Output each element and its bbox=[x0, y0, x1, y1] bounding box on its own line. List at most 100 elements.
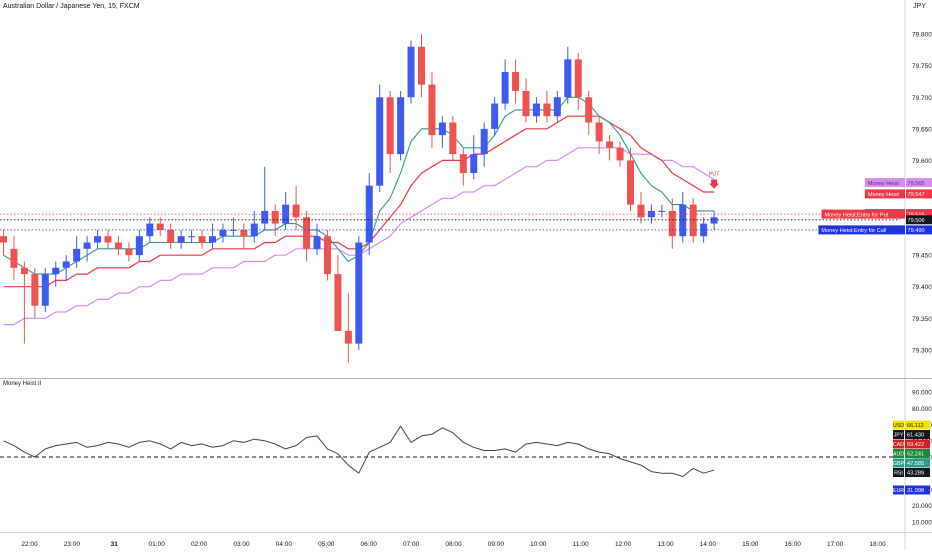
indicator-label-name: USD bbox=[893, 423, 904, 429]
time-tick-label: 17:00 bbox=[827, 541, 844, 548]
indicator-tick-label: 90.000 bbox=[912, 390, 932, 397]
candle-down bbox=[156, 223, 164, 230]
candle-down bbox=[31, 274, 39, 306]
candle-up bbox=[62, 261, 70, 268]
price-pane: PUT bbox=[0, 34, 900, 363]
indicator-label-tag bbox=[893, 485, 904, 495]
indicator-value-box bbox=[905, 485, 930, 495]
put-signal-arrow bbox=[709, 179, 720, 189]
candle-down bbox=[543, 103, 551, 117]
candle-down bbox=[616, 147, 624, 161]
price-tick-label: 79.450 bbox=[912, 253, 932, 260]
time-tick-label: 10:00 bbox=[530, 541, 547, 548]
indicator-value-label: 52.241 bbox=[907, 452, 924, 458]
candle-up bbox=[480, 128, 488, 155]
price-label-value: 79.490 bbox=[908, 228, 925, 234]
price-tag-label: Money Heist:Entry for Put bbox=[825, 212, 889, 218]
indicator-line bbox=[3, 425, 715, 477]
candle-down bbox=[522, 90, 530, 117]
time-tick-label: 09:00 bbox=[488, 541, 505, 548]
candle-down bbox=[198, 236, 206, 243]
time-tick-label: 31 bbox=[111, 541, 119, 548]
time-tick-label: 05:00 bbox=[318, 541, 335, 548]
indicator-label-name: GBP bbox=[893, 461, 905, 467]
currency-unit-label[interactable]: JPY bbox=[913, 3, 926, 10]
price-tick-label: 79.750 bbox=[912, 63, 932, 70]
candle-down bbox=[334, 274, 342, 331]
price-tick-label: 79.400 bbox=[912, 284, 932, 291]
candle-up bbox=[83, 242, 91, 249]
time-tick-label: 22:00 bbox=[21, 541, 38, 548]
indicator-value-box bbox=[905, 449, 930, 458]
indicator-tick-label: 80.000 bbox=[912, 406, 932, 413]
indicator-value-box bbox=[905, 430, 930, 439]
indicator-label-tag bbox=[893, 449, 904, 458]
price-tick-label: 79.700 bbox=[912, 95, 932, 102]
price-tick-label: 79.600 bbox=[912, 158, 932, 165]
candle-down bbox=[449, 122, 457, 155]
candle-up bbox=[407, 46, 415, 98]
price-tag-box bbox=[864, 189, 905, 199]
time-tick-label: 23:00 bbox=[64, 541, 81, 548]
candle-down bbox=[668, 210, 676, 237]
candle-down bbox=[167, 229, 175, 243]
time-tick-label: 13:00 bbox=[657, 541, 674, 548]
candle-down bbox=[344, 330, 352, 344]
candle-up bbox=[532, 103, 540, 117]
candle-down bbox=[595, 122, 603, 142]
indicator-value-box bbox=[905, 458, 930, 468]
candle-up bbox=[219, 229, 227, 237]
candle-down bbox=[303, 217, 311, 249]
candle-up bbox=[52, 267, 60, 275]
candle-down bbox=[418, 46, 425, 85]
indicator-tick-label: 20.000 bbox=[912, 503, 932, 510]
candle-down bbox=[240, 229, 248, 237]
time-tick-label: 15:00 bbox=[742, 541, 759, 548]
candle-up bbox=[355, 242, 363, 344]
indicator-value-label: 61.430 bbox=[907, 433, 924, 439]
candle-down bbox=[574, 59, 582, 98]
time-tick-label: 04:00 bbox=[276, 541, 293, 548]
price-tag-label: Money Heist bbox=[868, 192, 900, 198]
price-tag-box bbox=[818, 225, 905, 235]
candle-up bbox=[501, 72, 509, 104]
candle-up bbox=[94, 236, 102, 243]
time-tick-label: 08:00 bbox=[445, 541, 462, 548]
indicator-label-tag bbox=[893, 468, 904, 477]
price-label-box bbox=[906, 189, 932, 199]
time-tick-label: 03:00 bbox=[233, 541, 250, 548]
candle-down bbox=[292, 204, 300, 218]
candle-down bbox=[606, 141, 614, 148]
indicator-title: Money Heist II bbox=[3, 381, 42, 387]
candle-down bbox=[125, 248, 133, 256]
price-label-value: 79.547 bbox=[908, 192, 925, 198]
indicator-label-tag bbox=[893, 420, 904, 430]
candle-up bbox=[365, 185, 373, 243]
candle-down bbox=[689, 204, 697, 237]
candle-down bbox=[271, 210, 279, 224]
candle-down bbox=[627, 160, 634, 205]
candle-down bbox=[114, 242, 122, 249]
indicator-value-box bbox=[905, 420, 930, 430]
candle-down bbox=[386, 97, 394, 155]
price-label-box bbox=[906, 178, 932, 188]
candle-up bbox=[564, 59, 572, 98]
candle-down bbox=[428, 84, 436, 136]
candle-down bbox=[459, 154, 467, 174]
time-tick-label: 11:00 bbox=[573, 541, 589, 548]
candle-up bbox=[250, 223, 258, 237]
candle-up bbox=[229, 229, 237, 231]
candle-down bbox=[323, 236, 331, 275]
time-tick-label: 12:00 bbox=[615, 541, 632, 548]
indicator-value-box bbox=[905, 468, 930, 477]
candle-up bbox=[470, 154, 478, 174]
time-tick-label: 02:00 bbox=[191, 541, 208, 548]
candle-up bbox=[41, 274, 49, 306]
time-tick-label: 16:00 bbox=[785, 541, 802, 548]
indicator-label-name: CAD bbox=[893, 442, 904, 448]
candle-up bbox=[177, 236, 185, 243]
indicator-label-name: EUR bbox=[893, 488, 904, 494]
price-tick-label: 79.650 bbox=[912, 126, 932, 133]
